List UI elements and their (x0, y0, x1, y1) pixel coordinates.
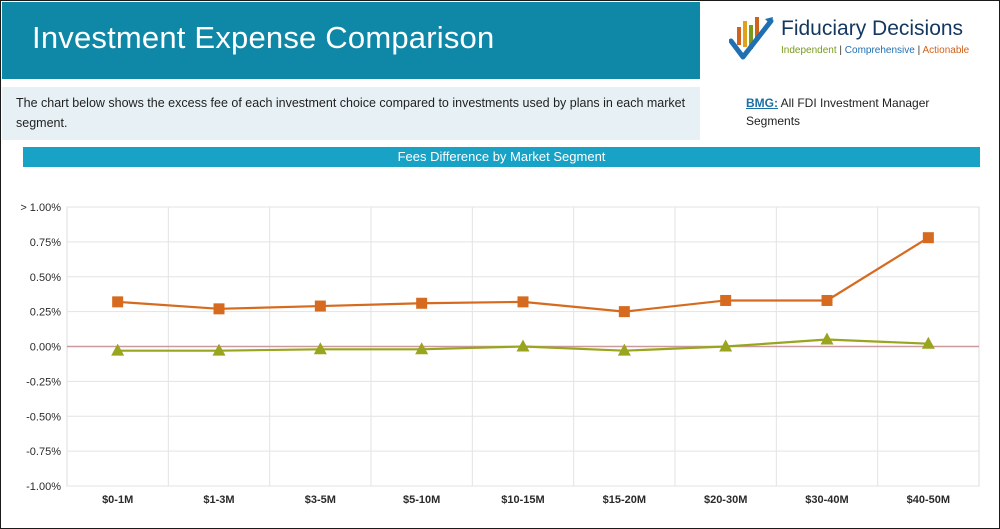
y-tick-label: -1.00% (26, 481, 61, 493)
fiduciary-decisions-logo: Fiduciary Decisions Independent | Compre… (729, 13, 989, 68)
bmg-text: All FDI Investment Manager Segments (746, 96, 930, 128)
x-tick-label: $5-10M (403, 494, 440, 506)
tagline-independent: Independent (781, 45, 837, 56)
y-tick-label: -0.50% (26, 411, 61, 423)
series-point-triangle (111, 343, 125, 356)
y-tick-label: 0.25% (30, 307, 61, 319)
y-tick-label: 0.50% (30, 272, 61, 284)
tagline-separator: | (917, 45, 921, 56)
y-tick-label: 0.00% (30, 342, 61, 354)
series-point-square (922, 232, 934, 244)
x-tick-label: $30-40M (805, 494, 848, 506)
series-point-triangle (516, 339, 530, 352)
series-point-triangle (921, 336, 935, 349)
series-point-triangle (313, 342, 327, 355)
series-point-square (416, 297, 428, 309)
series-point-triangle (212, 343, 226, 356)
x-tick-label: $20-30M (704, 494, 747, 506)
x-tick-label: $15-20M (603, 494, 646, 506)
series-point-square (821, 294, 833, 306)
series-point-triangle (820, 332, 834, 345)
description-text: The chart below shows the excess fee of … (16, 96, 686, 130)
fees-difference-chart: > 1.00% 0.75% 0.50% 0.25% 0.00% -0.25% -0.50% -… (20, 202, 980, 506)
description-box: The chart below shows the excess fee of … (2, 87, 700, 140)
y-tick-label: -0.25% (26, 376, 61, 388)
tagline-actionable: Actionable (922, 45, 970, 56)
series-point-square (618, 306, 630, 318)
series-point-triangle (415, 342, 429, 355)
series-point-square (314, 300, 326, 312)
y-tick-label: > 1.00% (20, 202, 61, 214)
series-point-square (213, 303, 225, 315)
series-point-triangle (719, 339, 733, 352)
series-point-square (720, 294, 732, 306)
x-tick-label: $40-50M (907, 494, 950, 506)
logo-tagline: Independent | Comprehensive | Actionable (781, 45, 969, 56)
page-title: Investment Expense Comparison (32, 20, 495, 55)
y-tick-label: -0.75% (26, 446, 61, 458)
x-tick-label: $0-1M (102, 494, 133, 506)
title-bar: Investment Expense Comparison (2, 2, 700, 79)
x-tick-label: $10-15M (501, 494, 544, 506)
x-tick-label: $1-3M (203, 494, 234, 506)
bmg-link[interactable]: BMG: (746, 96, 778, 110)
tagline-separator: | (839, 45, 843, 56)
logo-mark-icon (729, 17, 774, 60)
bmg-note: BMG: All FDI Investment Manager Segments (746, 94, 976, 130)
x-tick-label: $3-5M (305, 494, 336, 506)
series-point-triangle (617, 343, 631, 356)
logo-name: Fiduciary Decisions (781, 17, 964, 40)
y-tick-label: 0.75% (30, 237, 61, 249)
tagline-comprehensive: Comprehensive (844, 45, 915, 56)
chart-title: Fees Difference by Market Segment (23, 147, 980, 167)
series-point-square (517, 296, 529, 308)
series-point-square (112, 296, 124, 308)
